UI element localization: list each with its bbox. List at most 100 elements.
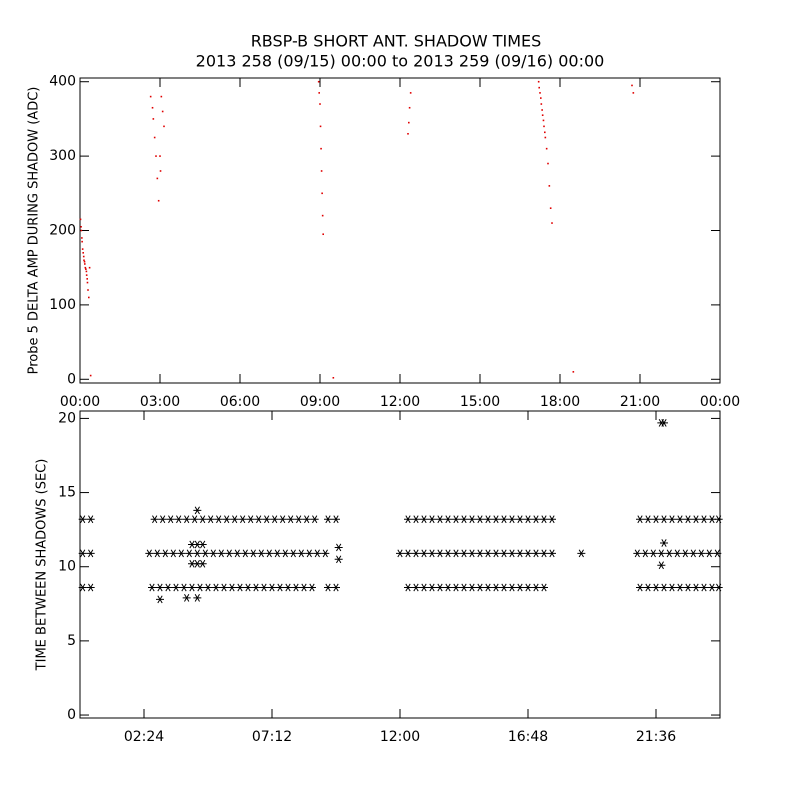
data-dot — [408, 121, 410, 124]
data-asterisk — [636, 515, 644, 524]
data-asterisk — [294, 515, 303, 524]
data-asterisk — [198, 559, 207, 568]
data-asterisk — [209, 549, 218, 558]
data-asterisk — [273, 549, 282, 558]
data-asterisk — [214, 515, 223, 524]
data-dot — [81, 248, 84, 250]
data-dot — [321, 214, 324, 217]
data-asterisk — [452, 583, 460, 592]
data-asterisk — [460, 583, 468, 592]
data-dot — [544, 131, 546, 134]
data-dot — [89, 374, 92, 377]
data-dot — [79, 218, 82, 221]
data-asterisk — [436, 549, 444, 558]
data-asterisk — [174, 515, 183, 524]
data-dot — [318, 92, 320, 94]
data-asterisk — [468, 583, 476, 592]
data-asterisk — [185, 549, 194, 558]
data-asterisk — [660, 583, 668, 592]
data-asterisk — [484, 583, 492, 592]
x-tick-label: 16:48 — [508, 729, 548, 745]
data-dot — [332, 376, 335, 379]
data-asterisk — [286, 515, 295, 524]
data-asterisk — [310, 515, 319, 524]
data-dot — [407, 132, 409, 135]
x-tick-label: 00:00 — [60, 394, 100, 410]
data-asterisk — [164, 583, 172, 592]
data-asterisk — [289, 549, 298, 558]
chart-subtitle: 2013 258 (09/15) 00:00 to 2013 259 (09/1… — [196, 52, 605, 71]
data-asterisk — [225, 549, 234, 558]
data-asterisk — [516, 583, 524, 592]
data-asterisk — [198, 515, 207, 524]
data-dot — [83, 259, 85, 262]
data-asterisk — [500, 549, 508, 558]
data-asterisk — [633, 549, 642, 558]
data-asterisk — [684, 515, 692, 524]
data-asterisk — [334, 555, 343, 564]
data-asterisk — [700, 583, 708, 592]
data-asterisk — [228, 583, 236, 592]
data-dot — [163, 125, 165, 128]
data-dot — [540, 97, 542, 99]
data-asterisk — [697, 549, 706, 558]
data-asterisk — [460, 549, 468, 558]
data-asterisk — [156, 595, 164, 604]
data-asterisk — [161, 549, 170, 558]
data-asterisk — [292, 583, 300, 592]
data-asterisk — [217, 549, 226, 558]
data-asterisk — [705, 549, 714, 558]
data-dot — [83, 260, 86, 263]
data-dot — [540, 103, 543, 105]
data-dot — [85, 270, 88, 273]
data-asterisk — [412, 549, 420, 558]
data-asterisk — [641, 549, 650, 558]
data-asterisk — [284, 583, 292, 592]
data-asterisk — [436, 515, 444, 524]
data-asterisk — [305, 549, 314, 558]
data-dot — [537, 80, 540, 83]
data-asterisk — [636, 583, 644, 592]
data-dot — [84, 266, 87, 269]
data-asterisk — [281, 549, 290, 558]
data-asterisk — [657, 561, 666, 570]
data-asterisk — [468, 515, 476, 524]
data-asterisk — [420, 549, 428, 558]
data-asterisk — [452, 549, 460, 558]
data-asterisk — [153, 549, 162, 558]
data-asterisk — [668, 583, 676, 592]
data-dot — [82, 255, 85, 258]
data-asterisk — [689, 549, 698, 558]
data-asterisk — [540, 583, 548, 592]
data-asterisk — [428, 515, 436, 524]
data-dot — [408, 106, 411, 109]
data-asterisk — [657, 549, 666, 558]
data-asterisk — [644, 583, 652, 592]
data-dot — [151, 106, 154, 109]
data-asterisk — [78, 515, 87, 524]
x-tick-label: 21:00 — [620, 394, 660, 410]
data-asterisk — [193, 506, 202, 515]
data-asterisk — [193, 549, 202, 558]
data-asterisk — [681, 549, 690, 558]
data-asterisk — [308, 583, 316, 592]
data-asterisk — [524, 549, 532, 558]
x-tick-label: 12:00 — [380, 394, 420, 410]
data-asterisk — [276, 583, 284, 592]
data-asterisk — [500, 583, 508, 592]
data-dot — [320, 170, 323, 172]
data-asterisk — [262, 515, 271, 524]
data-asterisk — [492, 549, 500, 558]
data-dot — [159, 170, 162, 172]
data-dot — [544, 136, 547, 139]
data-dot — [82, 252, 84, 254]
data-dot — [81, 237, 83, 239]
data-asterisk — [420, 583, 428, 592]
data-dot — [632, 92, 635, 94]
data-asterisk — [524, 583, 532, 592]
data-asterisk — [652, 515, 660, 524]
data-dot — [322, 233, 324, 236]
y-tick-label: 20 — [58, 410, 76, 426]
data-dot — [572, 371, 575, 373]
